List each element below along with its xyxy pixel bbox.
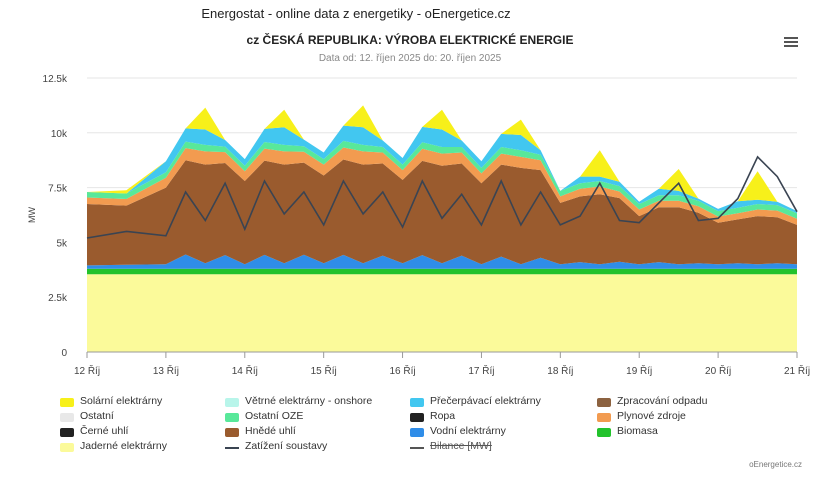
x-tick-label: 19 Říj [626, 364, 652, 377]
legend-label: Biomasa [617, 425, 658, 437]
area-series [87, 105, 797, 212]
y-tick-label: 5k [56, 238, 68, 249]
y-axis-title: MW [27, 207, 37, 223]
x-tick-label: 20 Říj [705, 364, 731, 377]
legend-label: Bilance [MW] [430, 440, 492, 452]
legend-label: Vodní elektrárny [430, 425, 506, 437]
y-tick-label: 2.5k [48, 293, 68, 304]
y-tick-label: 0 [61, 348, 67, 359]
x-tick-label: 14 Říj [232, 364, 258, 377]
legend-label: Ostatní OZE [245, 410, 304, 422]
area-series [87, 159, 797, 266]
legend-swatch [225, 398, 239, 407]
credits-text[interactable]: oEnergetice.cz [749, 460, 802, 469]
site-title: Energostat - online data z energetiky - … [201, 6, 511, 21]
legend-swatch [597, 398, 611, 407]
load-line [86, 155, 798, 239]
legend-label: Přečerpávací elektrárny [430, 395, 541, 407]
area-series [87, 254, 797, 269]
legend-swatch [60, 443, 74, 452]
y-tick-label: 7.5k [48, 184, 68, 195]
legend-swatch [60, 428, 74, 437]
legend-swatch [410, 398, 424, 407]
legend-label: Ropa [430, 410, 456, 422]
legend-label: Zatížení soustavy [245, 440, 328, 452]
chart-subtitle: Data od: 12. říjen 2025 do: 20. říjen 20… [318, 53, 502, 64]
x-tick-label: 18 Říj [547, 364, 573, 377]
legend-label: Větrné elektrárny - onshore [245, 395, 373, 407]
legend-swatch [225, 447, 239, 449]
legend-label: Černé uhlí [80, 425, 129, 437]
chart-title: cz ČESKÁ REPUBLIKA: VÝROBA ELEKTRICKÉ EN… [246, 33, 574, 47]
legend-swatch [225, 428, 239, 437]
y-tick-label: 12.5k [43, 74, 68, 85]
area-series [87, 274, 797, 352]
legend-swatch [597, 413, 611, 422]
legend-label: Zpracování odpadu [617, 395, 708, 407]
x-tick-label: 16 Říj [389, 364, 415, 377]
legend-label: Ostatní [80, 410, 114, 422]
legend-label: Plynové zdroje [617, 410, 686, 422]
legend-swatch [60, 398, 74, 407]
legend-swatch [410, 428, 424, 437]
legend-label: Solární elektrárny [80, 395, 163, 407]
area-series [87, 268, 797, 275]
x-tick-label: 13 Říj [153, 364, 179, 377]
legend-swatch [60, 413, 74, 422]
x-tick-label: 21 Říj [784, 364, 810, 377]
area-series [87, 147, 797, 225]
legend-swatch [410, 413, 424, 422]
y-tick-label: 10k [51, 129, 68, 140]
x-tick-label: 17 Říj [468, 364, 494, 377]
legend-label: Hnědé uhlí [245, 425, 296, 437]
legend-swatch [410, 447, 424, 449]
area-series [87, 125, 797, 214]
x-tick-label: 15 Říj [311, 364, 337, 377]
hamburger-menu-icon[interactable] [784, 37, 798, 49]
legend-swatch [597, 428, 611, 437]
legend-swatch [225, 413, 239, 422]
legend-label: Jaderné elektrárny [80, 440, 167, 452]
x-tick-label: 12 Říj [74, 364, 100, 377]
